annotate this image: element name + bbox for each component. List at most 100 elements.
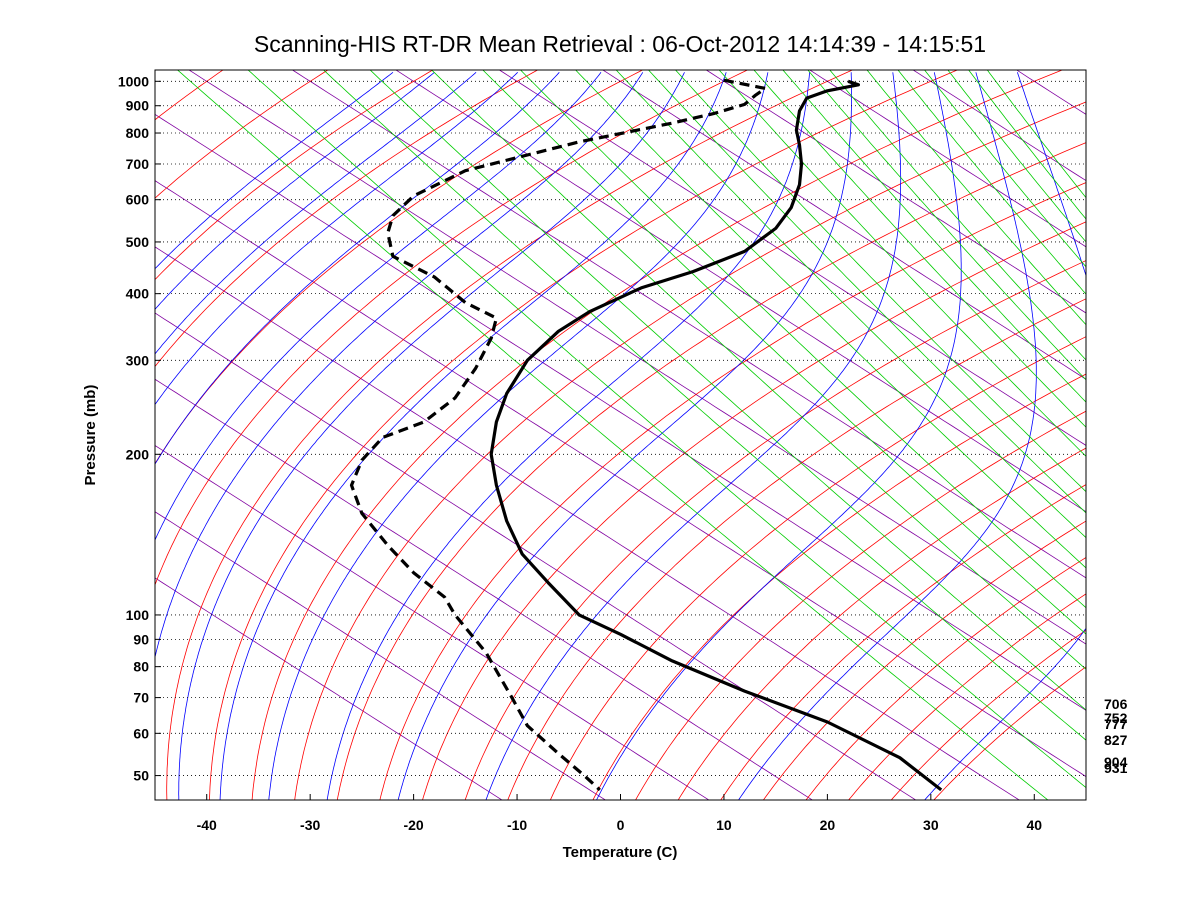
mixing-ratio-line: [829, 70, 1086, 361]
isotherm-line: [155, 577, 503, 800]
y-tick-label: 60: [133, 725, 149, 741]
y-axis-label: Pressure (mb): [82, 385, 99, 486]
dry-adiabat-line: [464, 260, 1086, 800]
mixing-ratio-line: [807, 70, 1086, 381]
x-axis-label: Temperature (C): [563, 844, 678, 861]
dry-adiabat-line: [507, 298, 1086, 800]
dry-adiabat-line: [379, 182, 1086, 800]
isotherm-line: [155, 511, 607, 800]
dry-adiabat-line: [155, 70, 539, 368]
saturated-adiabat-line: [738, 72, 1037, 800]
saturated-adiabat-line: [155, 71, 394, 270]
dry-adiabat-line: [848, 593, 1086, 800]
mixing-ratio-line: [753, 70, 1086, 428]
isotherm-line: [705, 70, 1086, 314]
mixing-ratio-line: [947, 70, 1086, 243]
dry-adiabat-line: [635, 410, 1086, 800]
saturated-adiabat-line: [924, 72, 1086, 800]
isotherm-line: [155, 312, 917, 800]
y-tick-label: 600: [126, 192, 150, 208]
x-tick-label: -10: [507, 817, 527, 833]
x-tick-label: -30: [300, 817, 320, 833]
saturated-adiabat-line: [155, 72, 602, 542]
right-label: 931: [1104, 760, 1128, 776]
x-tick-label: 40: [1026, 817, 1042, 833]
isotherm-line: [602, 70, 1086, 380]
dry-adiabat-line: [762, 520, 1086, 800]
dry-adiabat-line: [209, 70, 959, 800]
y-axis-ticks: 50 60 70 80 90 100 200 300 400 500 600 700 800 900 100…: [118, 73, 161, 784]
right-label: 827: [1104, 732, 1128, 748]
mixing-ratio-line: [575, 70, 1086, 569]
saturated-adiabat-line: [596, 72, 962, 800]
dry-adiabat-line: [422, 221, 1086, 800]
saturated-adiabat-line: [178, 72, 685, 800]
y-tick-label: 90: [133, 631, 149, 647]
mixing-ratio-line: [615, 70, 1086, 539]
mixing-ratio-line: [247, 70, 1086, 789]
saturated-adiabat-line: [397, 72, 852, 800]
dry-adiabat-line: [155, 70, 749, 587]
isotherm-line: [498, 70, 1086, 446]
y-tick-label: 200: [126, 446, 150, 462]
isotherm-line: [809, 70, 1086, 248]
right-label: 904: [1104, 754, 1128, 770]
saturated-adiabat-line: [485, 72, 902, 800]
dry-adiabat-line: [251, 70, 1064, 800]
mixing-ratio-line: [647, 70, 1086, 514]
dry-adiabat-line: [720, 484, 1086, 800]
saturated-adiabat-line: [268, 72, 769, 800]
y-tick-label: 300: [126, 352, 150, 368]
dry-adiabat-line: [805, 556, 1086, 800]
right-label: 706: [1104, 696, 1128, 712]
background-lines: [155, 70, 1086, 800]
mixing-ratio-line: [176, 70, 1049, 800]
dry-adiabat-line: [166, 70, 854, 800]
mixing-ratio-line: [986, 70, 1086, 199]
y-tick-label: 1000: [118, 73, 149, 89]
y-tick-label: 800: [126, 125, 150, 141]
isotherm-line: [155, 378, 814, 800]
dry-adiabat-line: [549, 336, 1086, 800]
isotherm-line: [155, 246, 1020, 800]
temperature-line: [489, 79, 943, 792]
isotherm-line: [188, 70, 1086, 645]
dry-adiabat-line: [155, 70, 434, 281]
y-tick-label: 100: [126, 607, 150, 623]
saturated-adiabat-line: [155, 71, 435, 310]
isotherm-line: [155, 113, 1086, 711]
mixing-ratio-line: [897, 70, 1086, 295]
x-axis-ticks: -40 -30 -20 -10 0 10 20 30 40: [197, 794, 1042, 833]
dewpoint-line: [349, 78, 767, 792]
mixing-ratio-line: [782, 70, 1086, 403]
x-tick-label: 0: [617, 817, 625, 833]
isotherm-line: [155, 180, 1086, 778]
y-tick-label: 50: [133, 768, 149, 784]
mixing-ratio-line: [369, 70, 1086, 711]
y-tick-label: 400: [126, 286, 150, 302]
x-tick-label: 10: [716, 817, 732, 833]
y-tick-label: 70: [133, 690, 149, 706]
saturated-adiabat-line: [155, 72, 644, 659]
y-tick-label: 700: [126, 156, 150, 172]
dry-adiabat-line: [933, 666, 1086, 800]
mixing-ratio-line: [431, 70, 1086, 670]
mixing-ratio-line: [924, 70, 1086, 268]
mixing-ratio-line: [866, 70, 1086, 326]
x-tick-label: -20: [403, 817, 423, 833]
dry-adiabat-line: [294, 101, 1086, 800]
isotherm-line: [155, 444, 710, 800]
saturated-adiabat-line: [155, 72, 477, 355]
right-label: 777: [1104, 716, 1128, 732]
mixing-ratio-line: [482, 70, 1086, 635]
x-tick-label: -40: [197, 817, 217, 833]
mixing-ratio-line: [322, 70, 1086, 741]
mixing-ratio-line: [718, 70, 1086, 457]
right-label: 752: [1104, 710, 1128, 726]
dry-adiabat-line: [890, 629, 1086, 800]
mixing-ratio-line: [520, 70, 1086, 609]
chart-title: Scanning-HIS RT-DR Mean Retrieval : 06-O…: [254, 31, 986, 57]
